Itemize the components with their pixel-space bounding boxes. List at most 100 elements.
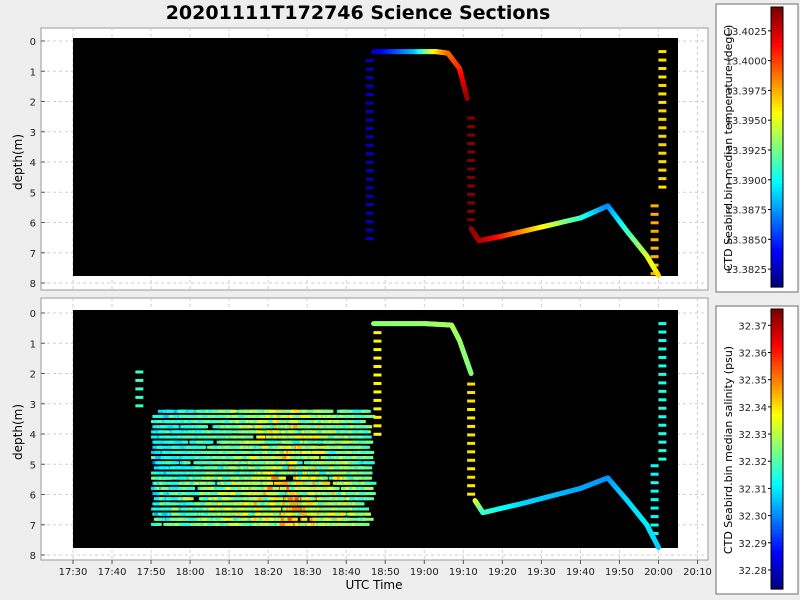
- patch-cell: [365, 461, 374, 465]
- profile-mark: [658, 372, 667, 376]
- profile-mark: [365, 109, 374, 113]
- profile-mark: [650, 229, 659, 233]
- patch-cell: [172, 502, 180, 506]
- patch-cell: [289, 466, 295, 470]
- patch-cell: [310, 522, 319, 526]
- patch-cell: [280, 414, 289, 418]
- profile-mark: [365, 203, 374, 207]
- colorbar-gradient-cell: [771, 87, 783, 92]
- patch-cell: [178, 471, 186, 475]
- colorbar-gradient-cell: [771, 485, 783, 490]
- patch-cell: [159, 466, 169, 470]
- patch-cell: [302, 486, 313, 490]
- patch-cell: [238, 481, 246, 485]
- profile-mark: [467, 218, 476, 222]
- temperature-plot-area: [73, 38, 678, 276]
- patch-cell: [194, 512, 200, 516]
- colorbar-gradient-cell: [771, 369, 783, 374]
- patch-cell: [185, 466, 191, 470]
- patch-cell: [278, 497, 284, 501]
- colorbar-gradient-cell: [771, 55, 783, 60]
- patch-cell: [319, 497, 327, 501]
- patch-cell: [365, 512, 371, 516]
- colorbar-tick-label: 13.3850: [726, 235, 767, 246]
- patch-cell: [282, 466, 292, 470]
- profile-mark: [467, 484, 476, 488]
- patch-cell: [342, 430, 349, 434]
- patch-cell: [238, 414, 245, 418]
- patch-cell: [271, 497, 279, 501]
- patch-cell: [256, 445, 265, 449]
- patch-cell: [334, 486, 340, 490]
- patch-cell: [331, 497, 339, 501]
- patch-cell: [310, 476, 316, 480]
- profile-mark: [373, 390, 382, 394]
- profile-mark: [365, 59, 374, 63]
- patch-cell: [263, 420, 270, 424]
- colorbar-tick-label: 13.3925: [726, 146, 767, 157]
- patch-cell: [249, 450, 256, 454]
- patch-cell: [345, 440, 356, 444]
- patch-cell: [175, 445, 184, 449]
- y-tick-label: 0: [30, 37, 36, 48]
- profile-mark: [658, 67, 667, 71]
- colorbar-gradient-cell: [771, 397, 783, 402]
- patch-cell: [164, 430, 176, 434]
- patch-cell: [301, 409, 307, 413]
- patch-cell: [355, 481, 363, 485]
- colorbar-tick-label: 32.36: [738, 348, 767, 359]
- colorbar-gradient-cell: [771, 345, 783, 350]
- patch-cell: [360, 507, 370, 511]
- profile-mark: [650, 221, 659, 225]
- patch-cell: [257, 492, 266, 496]
- patch-cell: [331, 471, 340, 475]
- patch-cell: [174, 512, 180, 516]
- patch-cell: [219, 435, 229, 439]
- patch-cell: [209, 492, 217, 496]
- patch-cell: [248, 512, 259, 516]
- patch-cell: [323, 461, 334, 465]
- patch-cell: [174, 430, 181, 434]
- patch-cell: [339, 522, 347, 526]
- patch-cell: [261, 445, 269, 449]
- patch-cell: [347, 492, 358, 496]
- patch-cell: [319, 435, 329, 439]
- patch-cell: [234, 430, 240, 434]
- patch-cell: [293, 414, 303, 418]
- patch-cell: [250, 471, 257, 475]
- patch-cell: [226, 497, 232, 501]
- patch-cell: [351, 409, 360, 413]
- x-tick-label: 19:30: [527, 567, 556, 578]
- patch-cell: [179, 466, 190, 470]
- profile-mark: [658, 168, 667, 172]
- profile-mark: [658, 330, 667, 334]
- colorbar-gradient-cell: [771, 123, 783, 128]
- patch-cell: [216, 430, 226, 434]
- patch-cell: [290, 461, 297, 465]
- patch-cell: [271, 456, 281, 460]
- profile-mark: [658, 185, 667, 189]
- patch-cell: [346, 522, 356, 526]
- patch-cell: [343, 517, 350, 521]
- patch-cell: [320, 512, 326, 516]
- patch-cell: [168, 476, 176, 480]
- patch-cell: [168, 435, 180, 439]
- patch-cell: [358, 466, 369, 470]
- colorbar-gradient-cell: [771, 385, 783, 390]
- colorbar-tick-label: 32.29: [738, 539, 767, 550]
- colorbar-gradient-cell: [771, 457, 783, 462]
- patch-cell: [196, 440, 202, 444]
- profile-mark: [658, 415, 667, 419]
- patch-cell: [234, 471, 242, 475]
- patch-cell: [335, 450, 342, 454]
- patch-cell: [312, 517, 318, 521]
- profile-mark: [658, 355, 667, 359]
- profile-mark: [467, 150, 476, 154]
- colorbar-gradient-cell: [771, 321, 783, 326]
- patch-cell: [254, 486, 266, 490]
- colorbar-gradient-cell: [771, 259, 783, 264]
- profile-mark: [373, 381, 382, 385]
- colorbar-gradient-cell: [771, 489, 783, 494]
- patch-cell: [241, 517, 250, 521]
